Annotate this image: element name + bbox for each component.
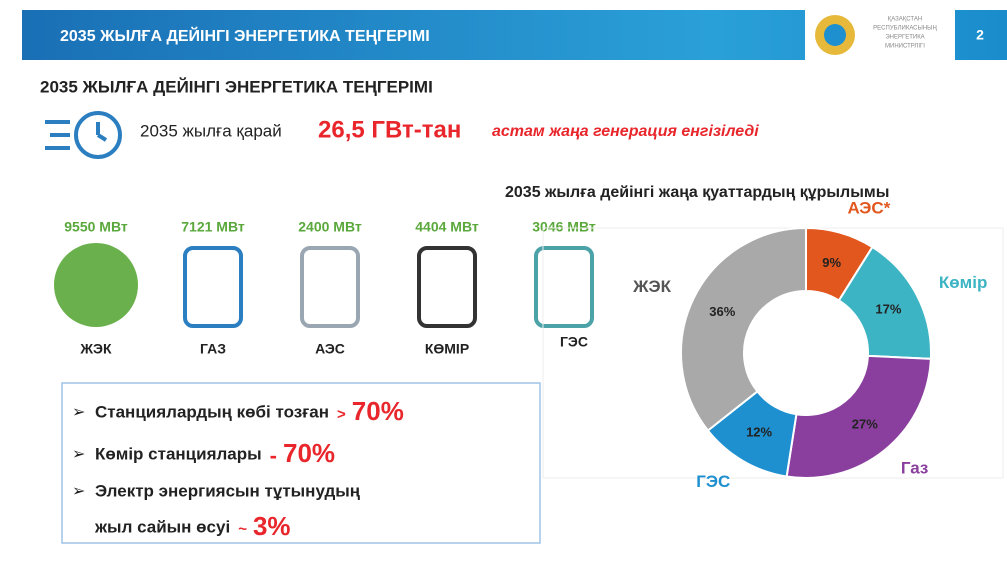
lead-suffix: астам жаңа генерация енгізіледі	[492, 123, 759, 140]
category-label: Көмір	[939, 273, 987, 292]
source-power: 9550 МВт	[64, 219, 128, 235]
source-power: 3046 МВт	[532, 219, 596, 235]
source-power: 4404 МВт	[415, 219, 479, 235]
logo-emblem-inner	[824, 24, 846, 46]
clock-icon	[45, 111, 122, 159]
bullet-sign: >	[337, 406, 346, 423]
source-icon	[300, 246, 360, 328]
category-label: Газ	[901, 459, 929, 478]
heading: 2035 ЖЫЛҒА ДЕЙІНГІ ЭНЕРГЕТИКА ТЕҢГЕРІМІ	[40, 77, 433, 96]
source-power: 2400 МВт	[298, 219, 362, 235]
bullet-arrow: ➢	[72, 404, 85, 421]
bullet-value: 70%	[352, 396, 404, 426]
bullet-box	[61, 382, 541, 544]
source-label: АЭС	[315, 341, 345, 357]
source-icon	[54, 243, 138, 327]
source-label: ГЭС	[560, 334, 588, 350]
bullet-text: жыл сайын өсуі	[94, 517, 230, 536]
value-label: 12%	[746, 425, 772, 440]
chart-title: 2035 жылға дейінгі жаңа қуаттардың құрыл…	[505, 184, 889, 201]
bullet-text: Электр энергиясын тұтынудың	[95, 481, 361, 500]
category-label: ГЭС	[696, 472, 730, 491]
source-icon	[183, 246, 243, 328]
donut-segment	[785, 354, 932, 479]
lead-prefix: 2035 жылға қарай	[140, 121, 282, 140]
bullet-text: Көмір станциялары	[95, 444, 262, 463]
logo-text: МИНИСТРЛІГІ	[885, 44, 925, 50]
source-icon	[534, 246, 594, 328]
logo-text: ҚАЗАҚСТАН	[888, 17, 923, 23]
donut-segment	[837, 245, 932, 360]
header-title: 2035 ЖЫЛҒА ДЕЙІНГІ ЭНЕРГЕТИКА ТЕҢГЕРІМІ	[60, 26, 430, 45]
bullet-value: 70%	[283, 438, 335, 468]
bullet-arrow: ➢	[72, 446, 85, 463]
chart-frame	[542, 227, 1004, 479]
lead-amount: 26,5 ГВт-тан	[318, 116, 461, 143]
bullet-value: 3%	[253, 511, 291, 541]
category-label: ЖЭК	[632, 277, 671, 296]
logo-text: РЕСПУБЛИКАСЫНЫҢ	[873, 26, 937, 32]
bullet-text: Станциялардың көбі тозған	[95, 402, 329, 421]
value-label: 9%	[822, 255, 841, 270]
value-label: 36%	[709, 304, 735, 319]
source-label: КӨМІР	[425, 341, 469, 357]
logo-text: ЭНЕРГЕТИКА	[885, 35, 924, 41]
bullet-sign: ~	[238, 521, 247, 538]
source-label: ЖЭК	[79, 341, 112, 357]
source-label: ГАЗ	[200, 341, 226, 357]
source-power: 7121 МВт	[181, 219, 245, 235]
category-label: АЭС*	[847, 198, 890, 217]
donut-segment	[680, 226, 807, 432]
bullet-arrow: ➢	[72, 483, 85, 500]
bullet-sign: -	[270, 443, 277, 468]
page-number: 2	[976, 27, 984, 43]
source-icon	[417, 246, 477, 328]
value-label: 27%	[852, 416, 878, 431]
value-label: 17%	[875, 301, 901, 316]
